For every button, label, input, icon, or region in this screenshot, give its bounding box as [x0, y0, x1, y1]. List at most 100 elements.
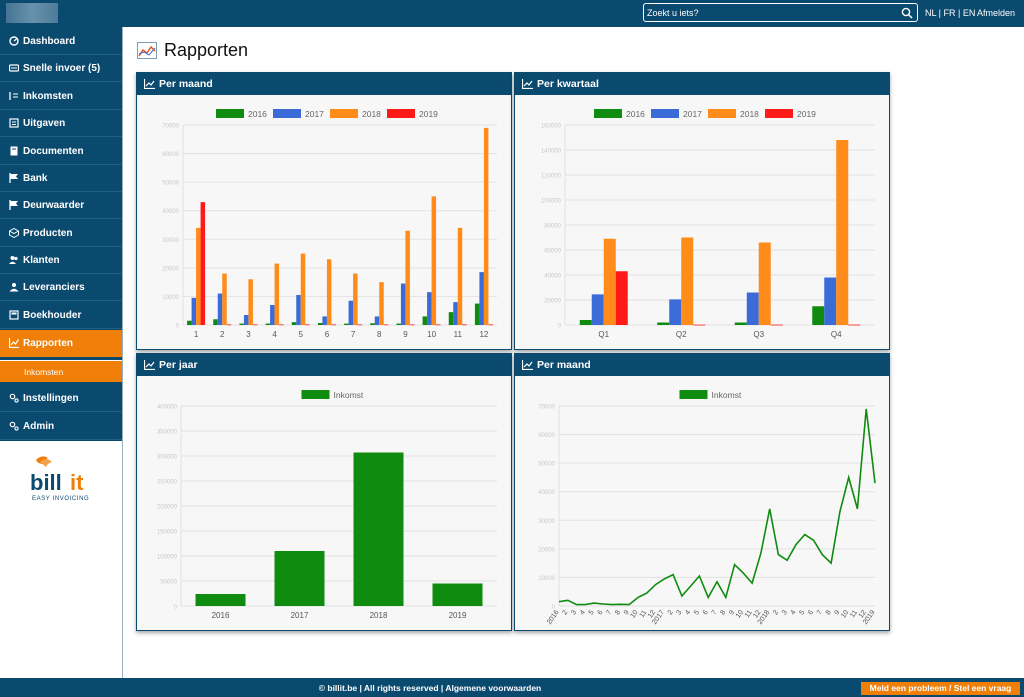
bar[interactable]	[279, 324, 284, 326]
sidebar-item-admin[interactable]: Admin	[0, 413, 122, 440]
bar[interactable]	[291, 322, 297, 325]
sidebar-item-boekhouder[interactable]: Boekhouder	[0, 302, 122, 329]
legend-item[interactable]: 2019	[765, 109, 816, 119]
bar[interactable]	[200, 202, 206, 325]
sidebar-item-klanten[interactable]: Klanten	[0, 247, 122, 274]
sidebar-item-bank[interactable]: Bank	[0, 165, 122, 192]
bar[interactable]	[383, 324, 389, 326]
legend-item[interactable]: 2016	[594, 109, 645, 119]
bar[interactable]	[812, 306, 825, 325]
bar[interactable]	[657, 322, 670, 326]
bar[interactable]	[436, 324, 441, 326]
search-box[interactable]	[643, 3, 918, 22]
legend-item[interactable]: 2018	[330, 109, 381, 119]
bar[interactable]	[770, 324, 783, 326]
sidebar-item-uitgaven[interactable]: Uitgaven	[0, 110, 122, 137]
bar[interactable]	[187, 320, 192, 325]
bar[interactable]	[243, 315, 249, 325]
bar[interactable]	[453, 302, 458, 325]
bar[interactable]	[734, 322, 747, 326]
bar[interactable]	[353, 273, 358, 325]
legend-item[interactable]: 2018	[708, 109, 759, 119]
bar[interactable]	[848, 324, 861, 326]
bar[interactable]	[274, 551, 325, 606]
legend-item[interactable]: 2019	[387, 109, 438, 119]
bar[interactable]	[488, 324, 493, 326]
bar[interactable]	[836, 140, 849, 325]
bar[interactable]	[603, 238, 616, 325]
sidebar-item-snelle-invoer-5[interactable]: Snelle invoer (5)	[0, 55, 122, 82]
logout-link[interactable]: Afmelden	[977, 8, 1016, 18]
bar[interactable]	[348, 300, 354, 325]
bar[interactable]	[483, 127, 489, 325]
report-problem-button[interactable]: Meld een probleem / Stel een vraag	[861, 682, 1020, 695]
lang-nl[interactable]: NL	[925, 8, 937, 18]
bar[interactable]	[669, 299, 682, 325]
sidebar-subitem-inkomsten[interactable]: Inkomsten	[0, 360, 122, 382]
terms-link[interactable]: Algemene voorwaarden	[445, 683, 542, 693]
sidebar-item-producten[interactable]: Producten	[0, 220, 122, 247]
bar[interactable]	[196, 227, 201, 325]
bar[interactable]	[379, 282, 384, 325]
legend-item[interactable]: 2016	[216, 109, 267, 119]
bar[interactable]	[217, 293, 223, 325]
bar[interactable]	[396, 323, 401, 325]
bar[interactable]	[322, 316, 327, 325]
bar[interactable]	[239, 323, 244, 325]
bar[interactable]	[305, 324, 310, 326]
bar[interactable]	[405, 230, 410, 325]
bar[interactable]	[591, 294, 604, 325]
legend-item[interactable]: Inkomst	[301, 390, 364, 400]
bar[interactable]	[579, 320, 592, 325]
bar[interactable]	[331, 324, 336, 326]
bar[interactable]	[357, 324, 363, 326]
bar[interactable]	[252, 324, 258, 326]
bar[interactable]	[746, 292, 759, 326]
lang-fr[interactable]: FR	[943, 8, 956, 18]
bar[interactable]	[693, 324, 706, 326]
bar[interactable]	[474, 303, 480, 325]
search-icon[interactable]	[901, 7, 913, 19]
search-input[interactable]	[647, 6, 887, 20]
bar[interactable]	[457, 227, 463, 325]
bar[interactable]	[326, 259, 332, 325]
billit-logo[interactable]: bill it EASY INVOICING	[26, 452, 98, 506]
bar[interactable]	[479, 272, 484, 325]
series-line[interactable]	[558, 408, 876, 606]
bar[interactable]	[427, 292, 432, 325]
sidebar-item-rapporten[interactable]: Rapporten	[0, 330, 122, 357]
sidebar-item-instellingen[interactable]: Instellingen	[0, 385, 122, 412]
bar[interactable]	[824, 277, 837, 326]
bar[interactable]	[274, 263, 280, 325]
bar[interactable]	[248, 279, 253, 325]
bar[interactable]	[317, 323, 323, 325]
top-logo[interactable]	[6, 3, 58, 23]
bar[interactable]	[681, 237, 694, 326]
bar[interactable]	[374, 316, 380, 325]
bar[interactable]	[431, 196, 437, 325]
sidebar-item-dashboard[interactable]: Dashboard	[0, 28, 122, 55]
bar[interactable]	[615, 271, 628, 325]
lang-en[interactable]: EN	[962, 8, 976, 18]
bar[interactable]	[195, 594, 246, 606]
bar[interactable]	[758, 242, 771, 326]
bar[interactable]	[296, 295, 301, 325]
bar[interactable]	[409, 324, 415, 326]
bar[interactable]	[353, 452, 404, 607]
bar[interactable]	[448, 312, 454, 325]
sidebar-item-leveranciers[interactable]: Leveranciers	[0, 274, 122, 301]
legend-item[interactable]: 2017	[651, 109, 702, 119]
bar[interactable]	[213, 319, 218, 325]
legend-item[interactable]: 2017	[273, 109, 324, 119]
bar[interactable]	[462, 324, 467, 326]
bar[interactable]	[400, 283, 406, 325]
legend-item[interactable]: Inkomst	[679, 390, 742, 400]
bar[interactable]	[300, 253, 306, 325]
sidebar-item-inkomsten[interactable]: Inkomsten	[0, 83, 122, 110]
bar[interactable]	[432, 583, 483, 607]
bar[interactable]	[191, 297, 197, 325]
sidebar-item-deurwaarder[interactable]: Deurwaarder	[0, 192, 122, 219]
bar[interactable]	[222, 273, 227, 325]
bar[interactable]	[226, 324, 232, 326]
bar[interactable]	[265, 323, 271, 325]
